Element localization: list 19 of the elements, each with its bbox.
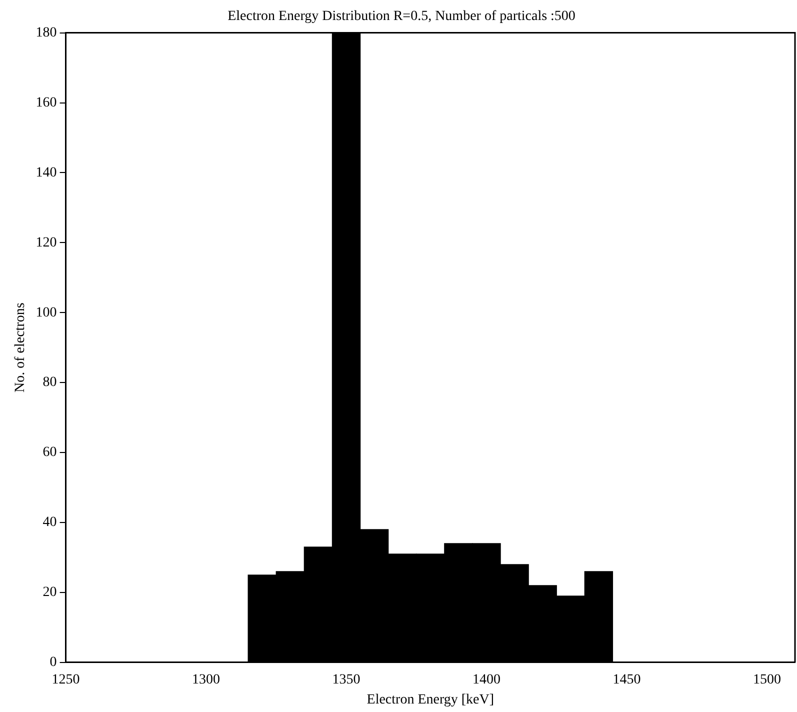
x-tick-label: 1350 — [332, 672, 360, 688]
x-axis-title: Electron Energy [keV] — [366, 692, 494, 708]
y-tick-label: 0 — [50, 655, 57, 670]
y-axis-title: No. of electrons — [13, 302, 28, 393]
y-tick-label: 160 — [36, 95, 57, 110]
x-tick-label: 1300 — [192, 672, 220, 688]
x-tick-label: 1400 — [472, 672, 500, 688]
x-tick-label: 1250 — [52, 672, 80, 688]
x-tick-label: 1450 — [612, 672, 641, 688]
y-tick-label: 80 — [42, 375, 57, 390]
y-tick-label: 180 — [36, 25, 57, 40]
y-tick-label: 140 — [36, 165, 57, 180]
y-tick-label: 40 — [42, 515, 57, 530]
x-tick-label: 1500 — [752, 672, 781, 688]
chart-title: Electron Energy Distribution R=0.5, Number of particals :500 — [228, 9, 576, 24]
y-tick-label: 60 — [42, 445, 57, 460]
y-tick-label: 120 — [36, 235, 57, 250]
y-tick-label: 20 — [42, 585, 57, 600]
y-tick-label: 100 — [36, 305, 57, 320]
